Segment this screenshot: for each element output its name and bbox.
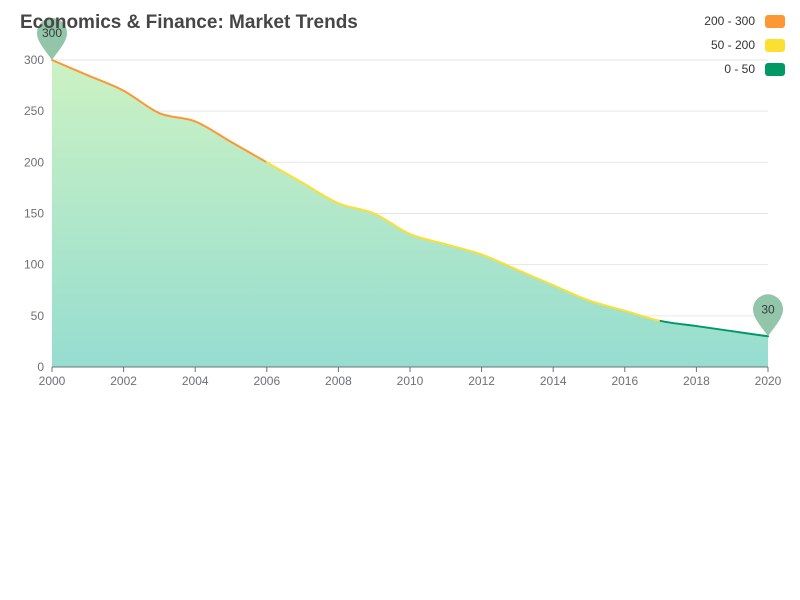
legend-label: 0 - 50 [724,62,755,76]
y-tick-label: 0 [37,360,44,374]
y-tick-label: 200 [24,155,44,169]
x-tick-label: 2020 [755,374,782,388]
series-line-segment [337,202,376,215]
x-tick-label: 2002 [110,374,137,388]
chart-title: Economics & Finance: Market Trends [20,12,358,33]
series-line-segment [122,89,161,115]
x-tick-label: 2008 [325,374,352,388]
x-tick-label: 2016 [611,374,638,388]
y-tick-label: 150 [24,207,44,221]
y-tick-label: 100 [24,258,44,272]
series-line-segment [695,325,734,333]
x-tick-label: 2014 [540,374,567,388]
marker-pin: 300 [37,18,67,60]
marker-pin-shape [37,18,67,60]
x-tick-label: 2012 [468,374,495,388]
y-tick-label: 50 [31,309,45,323]
series-line-segment [444,243,483,256]
x-tick-label: 2000 [39,374,66,388]
legend-item-50-200[interactable]: 50 - 200 [711,38,785,52]
series-line-segment [588,299,626,312]
legend-item-0-50[interactable]: 0 - 50 [724,62,785,76]
marker-pin-label: 30 [761,302,775,316]
series-line-segment [623,309,662,322]
series-line-segment [265,161,304,184]
legend-swatch-yellow [765,38,785,52]
series-line-segment [552,284,590,302]
series-line-segment [659,319,698,328]
series-line-segment [301,181,340,205]
series-line-segment [409,232,447,246]
x-tick-label: 2006 [253,374,280,388]
series-line-segment [230,140,268,164]
series-line-segment [158,112,197,123]
marker-pin: 30 [753,294,783,337]
series-line-segment [86,74,125,92]
legend-swatch-green [765,62,785,76]
series-line-segment [51,59,89,77]
series-line-segment [480,253,519,271]
y-tick-label: 250 [24,104,44,118]
series-line-segment [373,212,411,235]
legend-swatch-orange [765,14,785,28]
x-tick-label: 2004 [182,374,209,388]
x-tick-label: 2018 [683,374,710,388]
marker-pin-label: 300 [42,26,62,40]
legend-item-200-300[interactable]: 200 - 300 [704,14,785,28]
x-tick-label: 2010 [397,374,424,388]
series-line-segment [516,268,555,287]
area-fill [52,60,768,367]
legend-label: 200 - 300 [704,14,755,28]
legend-label: 50 - 200 [710,38,755,52]
series-line-segment [194,120,232,143]
series-line-segment [731,330,769,338]
marker-pin-shape [753,294,783,337]
y-tick-label: 300 [24,53,44,67]
